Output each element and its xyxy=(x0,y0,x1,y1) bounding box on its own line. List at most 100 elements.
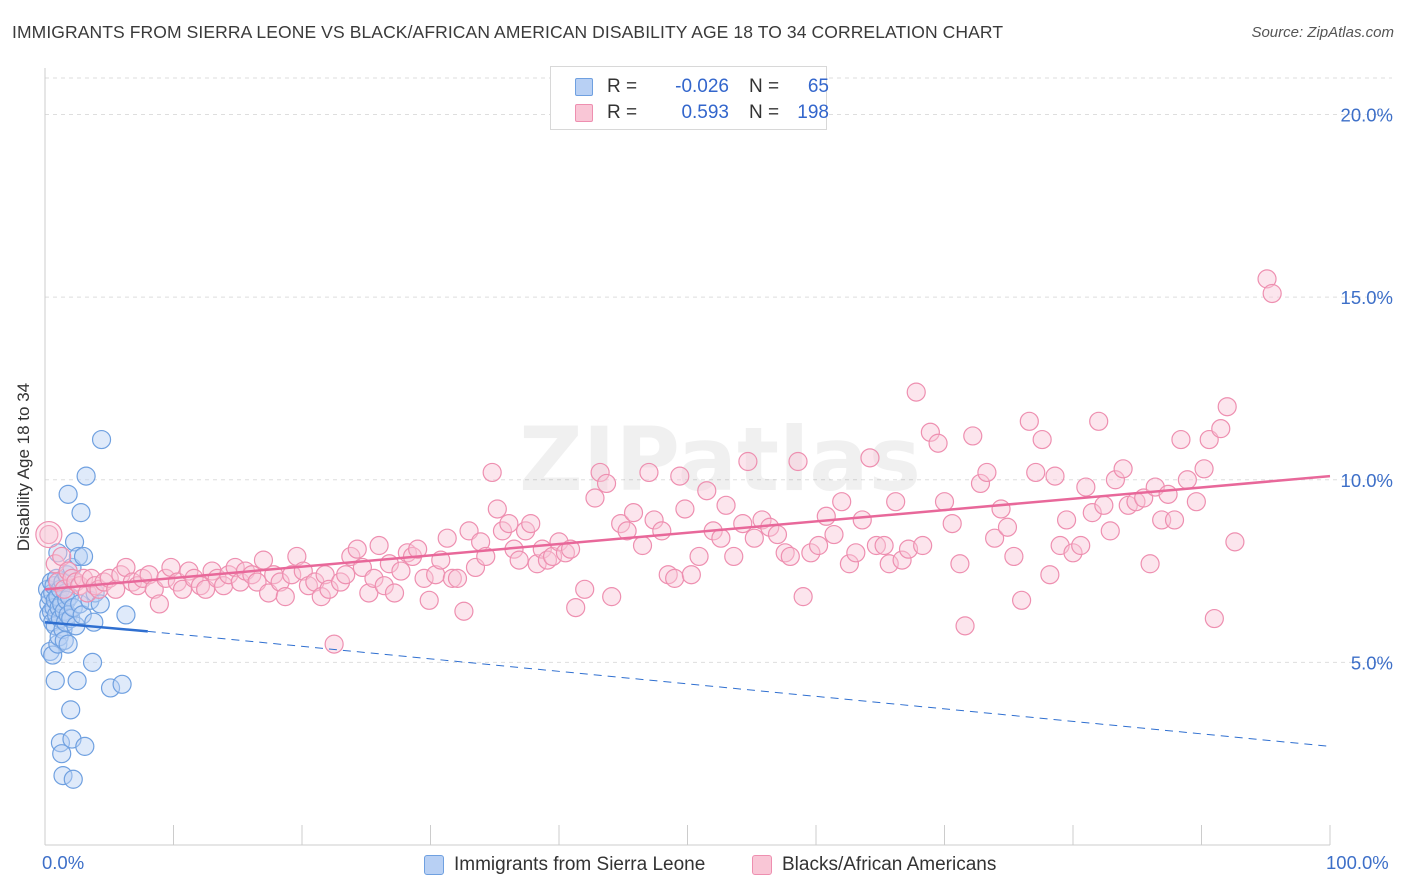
chart-title: IMMIGRANTS FROM SIERRA LEONE VS BLACK/AF… xyxy=(12,22,1004,42)
point-black-african-american xyxy=(1164,510,1185,530)
point-black-african-american xyxy=(775,543,795,563)
point-black-african-american xyxy=(1186,492,1206,512)
point-sierra-leone xyxy=(100,678,121,698)
point-black-african-american xyxy=(733,513,753,534)
y-axis-label: Disability Age 18 to 34 xyxy=(14,382,33,552)
point-black-african-american xyxy=(509,550,529,570)
point-black-african-american xyxy=(359,583,379,603)
point-sierra-leone xyxy=(64,532,85,552)
point-black-african-american xyxy=(1063,543,1083,563)
point-black-african-american xyxy=(1019,411,1039,431)
point-black-african-american xyxy=(324,634,344,654)
point-black-african-american xyxy=(617,521,637,541)
point-black-african-american xyxy=(852,510,872,530)
point-black-african-american xyxy=(913,535,933,556)
point-black-african-american xyxy=(824,524,844,545)
point-black-african-american xyxy=(487,499,507,519)
y-tick-labels: 5.0% 10.0% 15.0% 20.0% xyxy=(1341,105,1393,674)
point-black-african-american xyxy=(1040,565,1060,585)
point-black-african-american xyxy=(675,499,695,519)
point-black-african-american xyxy=(1004,546,1024,567)
point-black-african-american xyxy=(977,462,997,483)
point-black-african-american xyxy=(482,462,502,483)
point-black-african-american xyxy=(1217,397,1237,417)
y-axis-label-box: Disability Age 18 to 34 xyxy=(4,292,44,642)
point-black-african-american xyxy=(1158,484,1178,504)
point-black-african-american xyxy=(991,499,1011,519)
point-black-african-american xyxy=(632,535,653,556)
point-sierra-leone xyxy=(53,766,73,786)
point-black-african-american xyxy=(596,473,617,494)
legend-r-label: R = xyxy=(607,76,638,97)
point-black-african-american xyxy=(39,524,59,545)
point-black-african-american xyxy=(879,554,899,574)
point-black-african-american xyxy=(1140,554,1160,574)
point-black-african-american xyxy=(35,520,63,549)
point-black-african-american xyxy=(1071,535,1091,556)
point-black-african-american xyxy=(566,597,586,618)
point-black-african-american xyxy=(970,473,991,494)
point-black-african-american xyxy=(738,451,758,472)
point-black-african-american xyxy=(665,568,685,588)
point-black-african-american xyxy=(1089,411,1109,431)
point-black-african-american xyxy=(1171,429,1191,450)
point-black-african-american xyxy=(384,583,405,603)
point-black-african-american xyxy=(711,528,731,548)
point-black-african-american xyxy=(319,579,339,599)
point-black-african-american xyxy=(898,539,919,559)
point-sierra-leone xyxy=(75,736,95,756)
point-black-african-american xyxy=(832,492,852,512)
point-black-african-american xyxy=(860,448,880,468)
point-black-african-american xyxy=(602,587,622,607)
point-black-african-american xyxy=(347,539,367,559)
point-black-african-american xyxy=(419,590,439,610)
y-tick-label: 5.0% xyxy=(1351,652,1393,673)
point-black-african-american xyxy=(788,451,808,472)
point-black-african-american xyxy=(94,572,114,592)
correlation-legend: R = -0.026 N = 65 R = 0.593 N = 198 xyxy=(550,66,829,130)
point-black-african-american xyxy=(298,576,319,596)
trend-line-sierra-leone-extension xyxy=(147,630,1331,747)
point-black-african-american xyxy=(724,546,744,567)
legend-r-value: -0.026 xyxy=(675,76,729,97)
point-black-african-american xyxy=(950,554,970,574)
point-black-african-american xyxy=(767,524,788,545)
point-black-african-american xyxy=(391,561,411,581)
point-black-african-american xyxy=(590,462,610,483)
y-tick-label: 20.0% xyxy=(1341,105,1393,126)
point-black-african-american xyxy=(369,535,389,556)
legend-n-value: 65 xyxy=(807,76,829,97)
point-black-african-american xyxy=(934,492,955,512)
point-sierra-leone xyxy=(61,700,81,720)
y-tick-label: 15.0% xyxy=(1341,287,1393,308)
point-black-african-american xyxy=(549,532,569,552)
point-black-african-american xyxy=(920,422,940,442)
axes xyxy=(44,68,1331,846)
point-black-african-american xyxy=(1045,466,1065,486)
point-black-african-american xyxy=(282,565,302,585)
point-sierra-leone xyxy=(82,652,103,672)
bottom-legend-swatch-pink xyxy=(752,855,772,875)
point-black-african-american xyxy=(1082,503,1102,523)
point-black-african-american xyxy=(846,543,866,563)
point-sierra-leone xyxy=(84,612,104,632)
bottom-legend-label: Immigrants from Sierra Leone xyxy=(454,854,706,875)
point-black-african-american xyxy=(1113,459,1133,479)
point-black-african-american xyxy=(374,576,394,596)
point-black-african-american xyxy=(793,587,813,607)
point-black-african-american xyxy=(1257,269,1277,289)
point-black-african-american xyxy=(1105,470,1126,490)
x-tick-label-max: 100.0% xyxy=(1326,852,1389,873)
point-black-african-american xyxy=(942,513,962,534)
legend-r-value: 0.593 xyxy=(681,102,729,123)
point-black-african-american xyxy=(780,546,800,567)
point-black-african-american xyxy=(499,513,519,534)
point-black-african-american xyxy=(454,601,474,621)
point-black-african-american xyxy=(886,492,906,512)
point-black-african-american xyxy=(906,382,926,402)
legend-n-value: 198 xyxy=(797,102,829,123)
trend-line-sierra-leone xyxy=(44,620,148,633)
legend-row-black-african-american: R = 0.593 N = 198 xyxy=(575,101,829,125)
point-black-african-american xyxy=(985,528,1005,548)
point-black-african-american xyxy=(364,568,384,588)
